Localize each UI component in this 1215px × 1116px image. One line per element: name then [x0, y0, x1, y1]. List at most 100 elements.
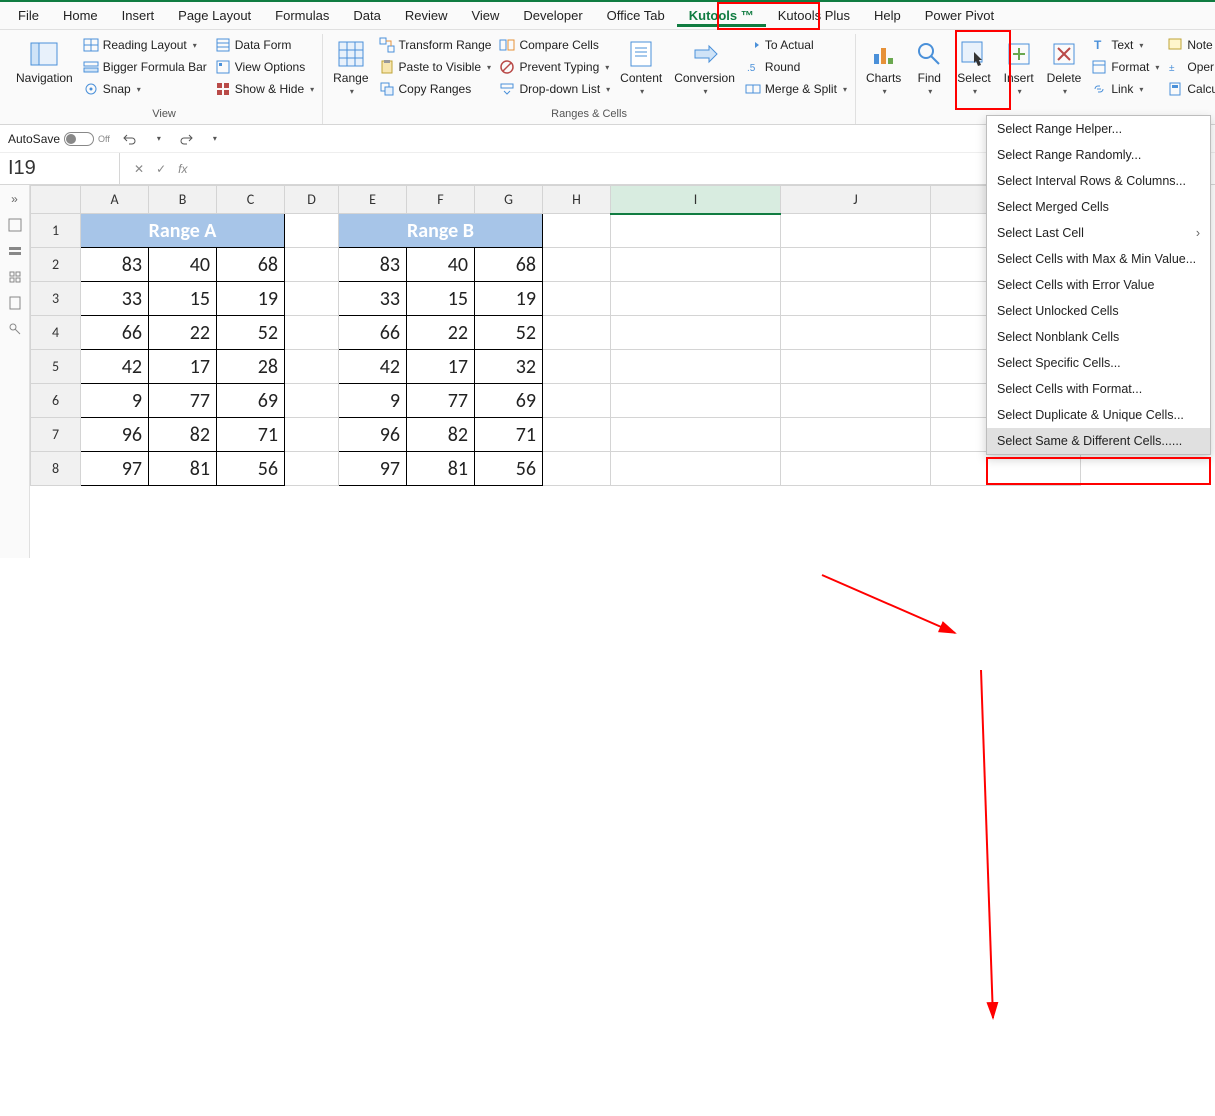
cell-D3[interactable] [285, 282, 339, 316]
spreadsheet-grid[interactable]: ABCDEFGHIJK1Range ARange B28340688340683… [30, 185, 1081, 486]
autosave-toggle[interactable]: AutoSave Off [8, 132, 110, 146]
cell-A6[interactable]: 9 [81, 384, 149, 418]
cell-I2[interactable] [611, 248, 781, 282]
row-head-4[interactable]: 4 [31, 316, 81, 350]
dropdown-item-7[interactable]: Select Unlocked Cells [987, 298, 1210, 324]
tab-data[interactable]: Data [341, 4, 392, 27]
row-head-8[interactable]: 8 [31, 452, 81, 486]
cell-H1[interactable] [543, 214, 611, 248]
cell-G5[interactable]: 32 [475, 350, 543, 384]
cell-A5[interactable]: 42 [81, 350, 149, 384]
cell-F4[interactable]: 22 [407, 316, 475, 350]
cell-D2[interactable] [285, 248, 339, 282]
cell-G8[interactable]: 56 [475, 452, 543, 486]
cell-E2[interactable]: 83 [339, 248, 407, 282]
cell-K8[interactable] [931, 452, 1081, 486]
undo-dropdown[interactable] [150, 131, 166, 147]
cell-J5[interactable] [781, 350, 931, 384]
strip-icon-1[interactable] [7, 217, 23, 233]
cell-E1[interactable]: Range B [339, 214, 543, 248]
col-head-I[interactable]: I [611, 186, 781, 214]
col-head-G[interactable]: G [475, 186, 543, 214]
cell-J2[interactable] [781, 248, 931, 282]
oper-button[interactable]: ±Oper [1165, 58, 1215, 76]
paste-to-visible-button[interactable]: Paste to Visible [377, 58, 494, 76]
row-head-2[interactable]: 2 [31, 248, 81, 282]
charts-button[interactable]: Charts [862, 36, 905, 98]
row-head-7[interactable]: 7 [31, 418, 81, 452]
row-head-6[interactable]: 6 [31, 384, 81, 418]
cancel-formula-icon[interactable]: ✕ [134, 162, 144, 176]
tab-review[interactable]: Review [393, 4, 460, 27]
tab-power-pivot[interactable]: Power Pivot [913, 4, 1006, 27]
cell-I8[interactable] [611, 452, 781, 486]
cell-E5[interactable]: 42 [339, 350, 407, 384]
strip-icon-5[interactable] [7, 321, 23, 337]
cell-H6[interactable] [543, 384, 611, 418]
to-actual-button[interactable]: To Actual [743, 36, 849, 54]
dropdown-item-2[interactable]: Select Interval Rows & Columns... [987, 168, 1210, 194]
cell-H3[interactable] [543, 282, 611, 316]
data-form-button[interactable]: Data Form [213, 36, 316, 54]
transform-range-button[interactable]: Transform Range [377, 36, 494, 54]
tab-developer[interactable]: Developer [511, 4, 594, 27]
tab-home[interactable]: Home [51, 4, 110, 27]
text-button[interactable]: TText [1089, 36, 1161, 54]
tab-formulas[interactable]: Formulas [263, 4, 341, 27]
cell-D4[interactable] [285, 316, 339, 350]
copy-ranges-button[interactable]: Copy Ranges [377, 80, 494, 98]
cell-F6[interactable]: 77 [407, 384, 475, 418]
fx-icon[interactable]: fx [178, 162, 187, 176]
col-head-D[interactable]: D [285, 186, 339, 214]
autosave-pill[interactable] [64, 132, 94, 146]
col-head-B[interactable]: B [149, 186, 217, 214]
cell-G2[interactable]: 68 [475, 248, 543, 282]
row-head-1[interactable]: 1 [31, 214, 81, 248]
tab-page-layout[interactable]: Page Layout [166, 4, 263, 27]
find-button[interactable]: Find [909, 36, 949, 98]
cell-E4[interactable]: 66 [339, 316, 407, 350]
snap-button[interactable]: Snap [81, 80, 209, 98]
row-head-5[interactable]: 5 [31, 350, 81, 384]
cell-H5[interactable] [543, 350, 611, 384]
conversion-button[interactable]: Conversion [670, 36, 739, 98]
cell-B4[interactable]: 22 [149, 316, 217, 350]
cell-J7[interactable] [781, 418, 931, 452]
cell-A3[interactable]: 33 [81, 282, 149, 316]
content-button[interactable]: Content [616, 36, 666, 98]
dropdown-item-0[interactable]: Select Range Helper... [987, 116, 1210, 142]
cell-E3[interactable]: 33 [339, 282, 407, 316]
cell-G6[interactable]: 69 [475, 384, 543, 418]
calc-button[interactable]: Calcu [1165, 80, 1215, 98]
cell-F2[interactable]: 40 [407, 248, 475, 282]
cell-F3[interactable]: 15 [407, 282, 475, 316]
cell-I3[interactable] [611, 282, 781, 316]
redo-dropdown[interactable] [206, 131, 222, 147]
format-button[interactable]: Format [1089, 58, 1161, 76]
tab-kutools-plus[interactable]: Kutools Plus [766, 4, 862, 27]
cell-I7[interactable] [611, 418, 781, 452]
dropdown-item-8[interactable]: Select Nonblank Cells [987, 324, 1210, 350]
enter-formula-icon[interactable]: ✓ [156, 162, 166, 176]
insert-button[interactable]: Insert [999, 36, 1039, 98]
cell-H7[interactable] [543, 418, 611, 452]
cell-G7[interactable]: 71 [475, 418, 543, 452]
note-button[interactable]: Note [1165, 36, 1215, 54]
tab-help[interactable]: Help [862, 4, 913, 27]
cell-A4[interactable]: 66 [81, 316, 149, 350]
show-hide-button[interactable]: Show & Hide [213, 80, 316, 98]
col-head-F[interactable]: F [407, 186, 475, 214]
strip-icon-3[interactable] [7, 269, 23, 285]
cell-B5[interactable]: 17 [149, 350, 217, 384]
cell-J1[interactable] [781, 214, 931, 248]
tab-insert[interactable]: Insert [110, 4, 167, 27]
dropdown-item-3[interactable]: Select Merged Cells [987, 194, 1210, 220]
dropdown-item-10[interactable]: Select Cells with Format... [987, 376, 1210, 402]
cell-B6[interactable]: 77 [149, 384, 217, 418]
cell-C5[interactable]: 28 [217, 350, 285, 384]
bigger-formula-bar-button[interactable]: Bigger Formula Bar [81, 58, 209, 76]
cell-F7[interactable]: 82 [407, 418, 475, 452]
cell-D1[interactable] [285, 214, 339, 248]
cell-H4[interactable] [543, 316, 611, 350]
cell-A2[interactable]: 83 [81, 248, 149, 282]
